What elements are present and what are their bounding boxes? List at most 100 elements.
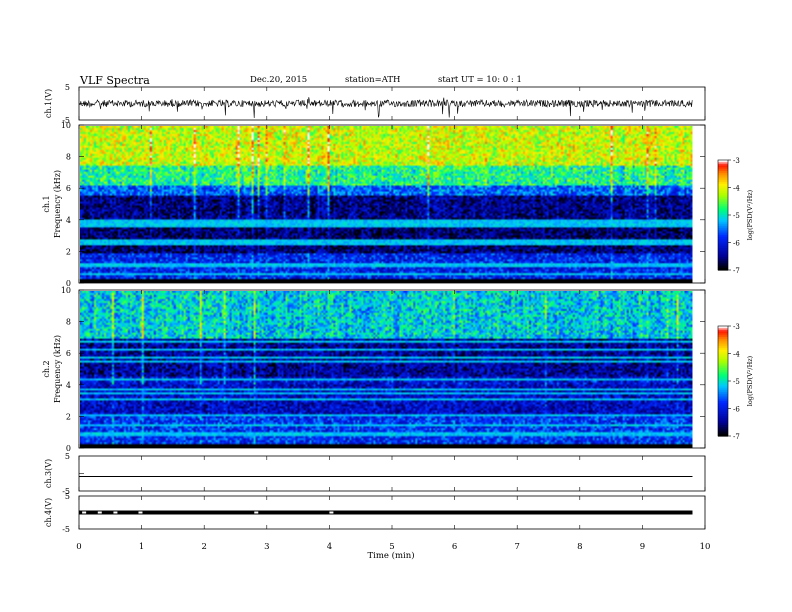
y-tick-label: 5	[65, 452, 70, 461]
y-axis-label-frequency: Frequency (kHz)	[53, 335, 62, 403]
ch4-trace	[79, 510, 693, 515]
colorbar-cell	[718, 220, 728, 223]
colorbar-cell	[718, 194, 728, 198]
colorbar-cell	[718, 355, 728, 358]
ch1-trace	[78, 97, 693, 119]
colorbar-label: log(PSD(V²/Hz)	[746, 189, 754, 240]
colorbar-cell	[718, 373, 728, 377]
colorbar-cell	[718, 329, 728, 333]
colorbar-cell	[718, 434, 728, 437]
colorbar-cell	[718, 351, 728, 355]
ch2-spectrogram-image	[80, 291, 693, 448]
ch4-trace-gap	[329, 511, 334, 514]
colorbar-tick-label: -6	[733, 406, 740, 414]
colorbar-cell	[718, 430, 728, 433]
colorbar-cell	[718, 362, 728, 366]
colorbar-tick-label: -7	[733, 267, 740, 275]
colorbar-cell	[718, 404, 728, 408]
y-tick-label: 8	[66, 153, 71, 162]
panel-frame	[78, 455, 706, 492]
time-tick-label: 2	[201, 542, 206, 552]
colorbar-cell	[718, 248, 728, 251]
colorbar-tick-label: -3	[733, 157, 740, 165]
colorbar-cell	[718, 395, 728, 399]
colorbar-cell	[718, 344, 728, 347]
ch4-trace-gap	[82, 511, 87, 514]
panel-frame	[78, 289, 706, 449]
time-axis-label: Time (min)	[367, 550, 414, 561]
colorbar-tick-label: -3	[733, 323, 740, 331]
time-tick-label: 0	[76, 542, 81, 552]
colorbar-cell	[718, 183, 728, 187]
ch1-colorbar: -3 -4 -5 -6 -7 log(PSD(V²/Hz)	[717, 157, 754, 275]
y-tick-label: 2	[66, 412, 71, 421]
ch1-spectrogram-panel: 0 2 4 6 8 10 ch.1 Frequency (kHz)	[42, 121, 706, 288]
colorbar-cell	[718, 399, 728, 402]
colorbar-tick-label: -5	[733, 378, 740, 386]
colorbar-cell	[718, 161, 728, 165]
colorbar-cell	[718, 253, 728, 256]
colorbar-cell	[718, 257, 728, 260]
colorbar-cell	[718, 200, 728, 203]
colorbar-cell	[718, 187, 728, 190]
colorbar-cell	[718, 432, 728, 435]
colorbar-cell	[718, 371, 728, 375]
y-axis-label: ch.4(V)	[44, 498, 53, 527]
colorbar-cell	[718, 360, 728, 364]
colorbar-cell	[718, 163, 728, 167]
colorbar-cell	[718, 180, 728, 183]
colorbar-cell	[718, 349, 728, 353]
colorbar-cell	[718, 205, 728, 209]
colorbar-cell	[718, 207, 728, 211]
colorbar-cell	[718, 216, 728, 220]
colorbar-cell	[718, 251, 728, 255]
colorbar-cell	[718, 268, 728, 271]
time-tick-label: 6	[452, 542, 457, 552]
y-tick-label: -5	[62, 525, 70, 534]
y-tick-label: 0	[66, 444, 71, 453]
colorbar-cell	[718, 172, 728, 176]
colorbar-cell	[718, 342, 728, 345]
ch2-colorbar: -3 -4 -5 -6 -7 log(PSD(V²/Hz)	[717, 323, 754, 441]
colorbar-cell	[718, 403, 728, 406]
colorbar-cell	[718, 340, 728, 344]
colorbar-cell	[718, 335, 728, 338]
time-tick-label: 5	[389, 542, 394, 552]
colorbar-cell	[718, 246, 728, 249]
colorbar-cell	[718, 255, 728, 258]
colorbar-cell	[718, 375, 728, 378]
ch1-waveform-panel: 5 -5 ch.1(V)	[44, 83, 706, 125]
colorbar-cell	[718, 260, 728, 264]
colorbar-cell	[718, 415, 728, 419]
panel-frame	[78, 124, 706, 284]
colorbar-cell	[718, 229, 728, 233]
colorbar-cell	[718, 160, 728, 163]
colorbar-cell	[718, 327, 728, 331]
colorbar-cell	[718, 264, 728, 267]
colorbar-cell	[718, 414, 728, 417]
colorbar-cell	[718, 211, 728, 214]
colorbar-cell	[718, 167, 728, 170]
colorbar-cell	[718, 226, 728, 229]
colorbar-tick-label: -7	[733, 433, 740, 441]
y-tick-label: 6	[66, 184, 71, 193]
colorbar-cell	[718, 266, 728, 269]
y-axis-label: ch.3(V)	[44, 459, 53, 488]
colorbar-cell	[718, 392, 728, 395]
y-tick-label: 4	[66, 216, 71, 225]
y-tick-label: 0	[66, 279, 71, 288]
colorbar-cell	[718, 410, 728, 413]
colorbar-cell	[718, 368, 728, 371]
colorbar-cell	[718, 426, 728, 430]
colorbar-cell	[718, 348, 728, 351]
y-tick-label: 6	[66, 349, 71, 358]
ch3-waveform-panel: 5 -5 ch.3(V)	[44, 452, 706, 496]
colorbar-cell	[718, 218, 728, 222]
colorbar-cell	[718, 182, 728, 185]
time-axis: 0 1 2 3 4 5 6 7 8 9 10	[76, 542, 710, 552]
y-tick-label: 10	[61, 121, 71, 130]
y-tick-label: 10	[61, 286, 71, 295]
colorbar-cell	[718, 227, 728, 231]
colorbar-label: log(PSD(V²/Hz)	[746, 355, 754, 406]
colorbar-cell	[718, 428, 728, 432]
